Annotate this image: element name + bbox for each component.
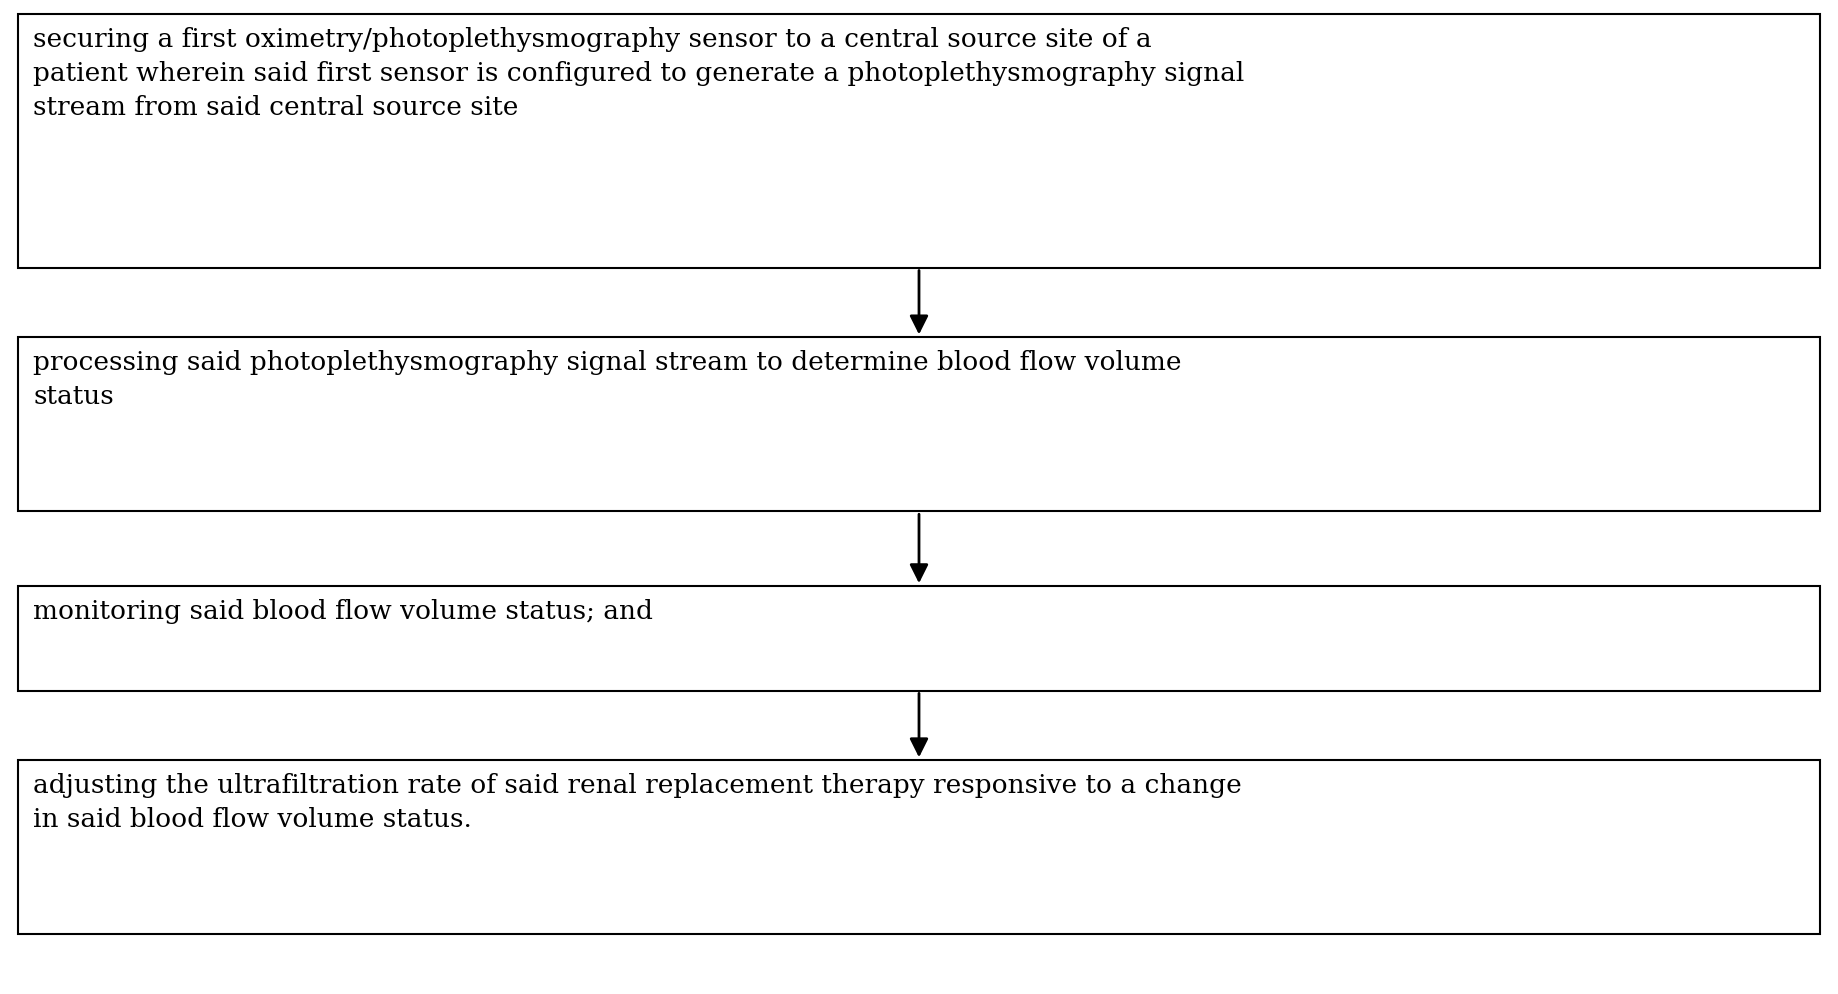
Text: processing said photoplethysmography signal stream to determine blood flow volum: processing said photoplethysmography sig…	[33, 350, 1182, 409]
FancyBboxPatch shape	[18, 760, 1820, 934]
Text: securing a first oximetry/photoplethysmography sensor to a central source site o: securing a first oximetry/photoplethysmo…	[33, 27, 1244, 119]
Text: monitoring said blood flow volume status; and: monitoring said blood flow volume status…	[33, 598, 652, 623]
FancyBboxPatch shape	[18, 586, 1820, 691]
Text: adjusting the ultrafiltration rate of said renal replacement therapy responsive : adjusting the ultrafiltration rate of sa…	[33, 772, 1242, 831]
FancyBboxPatch shape	[18, 15, 1820, 268]
FancyBboxPatch shape	[18, 338, 1820, 512]
